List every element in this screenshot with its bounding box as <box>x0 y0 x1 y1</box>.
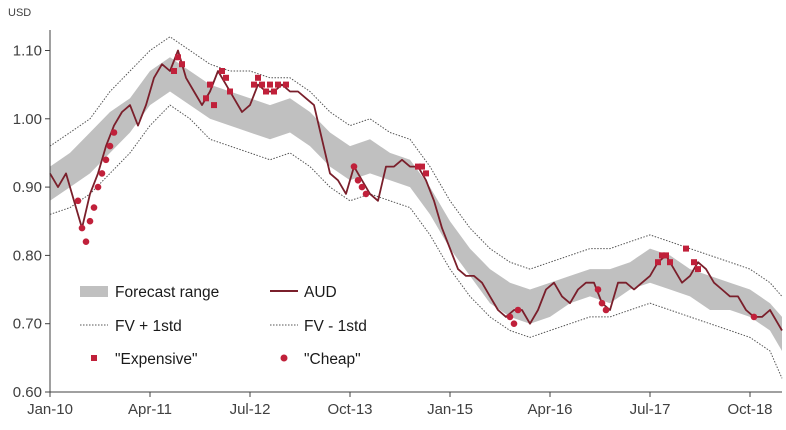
forecast-range-band <box>50 57 782 352</box>
y-unit-label: USD <box>8 7 31 19</box>
legend-expensive-label: "Expensive" <box>115 351 198 368</box>
cheap-marker <box>82 238 90 245</box>
cheap-marker <box>594 286 602 293</box>
expensive-marker <box>423 170 429 177</box>
expensive-marker <box>263 88 269 95</box>
expensive-marker <box>663 252 669 259</box>
cheap-marker <box>354 177 362 184</box>
x-tick-label: Jul-17 <box>630 401 671 418</box>
cheap-marker <box>602 306 610 314</box>
cheap-marker <box>106 142 114 150</box>
y-tick-layer: 0.60 0.70 0.80 0.90 1.00 1.10 <box>13 42 50 401</box>
fv-minus-1std-line <box>49 104 783 379</box>
forecast-range-layer <box>50 57 782 352</box>
x-tick-label: Oct-13 <box>327 401 372 418</box>
expensive-marker <box>695 266 701 273</box>
expensive-marker <box>251 81 257 88</box>
cheap-marker <box>94 183 102 191</box>
y-tick-label: 1.10 <box>13 42 42 59</box>
cheap-marker <box>102 156 110 164</box>
expensive-marker <box>275 81 281 88</box>
cheap-marker <box>78 224 86 232</box>
y-tick-label: 0.60 <box>13 384 42 401</box>
legend-expensive-marker <box>91 355 97 361</box>
x-tick-label: Jan-15 <box>427 401 473 418</box>
expensive-marker <box>203 95 209 102</box>
cheap-marker <box>598 299 606 307</box>
expensive-marker <box>219 68 225 74</box>
expensive-marker <box>691 259 697 266</box>
cheap-marker <box>510 320 518 328</box>
cheap-marker <box>362 190 370 198</box>
legend-forecast-range-swatch <box>80 286 108 297</box>
expensive-marker <box>267 81 273 88</box>
expensive-marker <box>207 81 213 88</box>
x-tick-label: Jan-10 <box>27 401 73 418</box>
y-tick-label: 0.90 <box>13 179 42 196</box>
expensive-marker <box>179 61 185 68</box>
cheap-marker <box>98 170 106 177</box>
cheap-marker <box>358 183 366 191</box>
cheap-marker <box>110 129 118 136</box>
cheap-marker <box>350 163 358 170</box>
std-lines-layer <box>49 36 783 379</box>
legend-aud-label: AUD <box>304 284 337 301</box>
legend-cheap-marker <box>280 354 288 362</box>
expensive-marker <box>659 252 665 259</box>
fv-plus-1std-line <box>49 36 783 297</box>
x-tick-layer: Jan-10 Apr-11 Jul-12 Oct-13 Jan-15 Apr-16 Jul-… <box>27 392 773 418</box>
x-tick-label: Oct-18 <box>727 401 772 418</box>
expensive-marker <box>255 74 261 81</box>
x-tick-label: Apr-16 <box>527 401 572 418</box>
x-tick-label: Apr-11 <box>128 401 172 418</box>
legend-forecast-range-label: Forecast range <box>115 284 219 301</box>
marker-layer <box>74 54 758 328</box>
y-tick-label: 0.70 <box>13 316 42 333</box>
legend-fv-minus-label: FV - 1std <box>304 318 367 335</box>
legend-fv-plus-label: FV + 1std <box>115 318 182 335</box>
legend: Forecast range AUD FV + 1std FV - 1std "… <box>80 284 367 368</box>
y-tick-label: 0.80 <box>13 247 42 264</box>
expensive-marker <box>171 68 177 74</box>
cheap-marker <box>86 217 94 225</box>
expensive-marker <box>683 245 689 252</box>
expensive-marker <box>271 88 277 95</box>
x-tick-label: Jul-12 <box>230 401 271 418</box>
expensive-marker <box>419 163 425 170</box>
expensive-marker <box>259 81 265 88</box>
expensive-marker <box>415 163 421 170</box>
expensive-marker <box>227 88 233 95</box>
expensive-marker <box>211 102 217 109</box>
expensive-marker <box>175 54 181 61</box>
cheap-marker <box>74 197 82 205</box>
cheap-marker <box>90 204 98 211</box>
y-tick-label: 1.00 <box>13 111 42 128</box>
expensive-marker <box>223 74 229 81</box>
cheap-marker <box>514 306 522 314</box>
expensive-marker <box>667 259 673 266</box>
cheap-marker <box>506 313 514 321</box>
expensive-marker <box>283 81 289 88</box>
legend-cheap-label: "Cheap" <box>304 351 361 368</box>
cheap-marker <box>750 313 758 321</box>
expensive-marker <box>655 259 661 266</box>
axes <box>49 30 782 393</box>
